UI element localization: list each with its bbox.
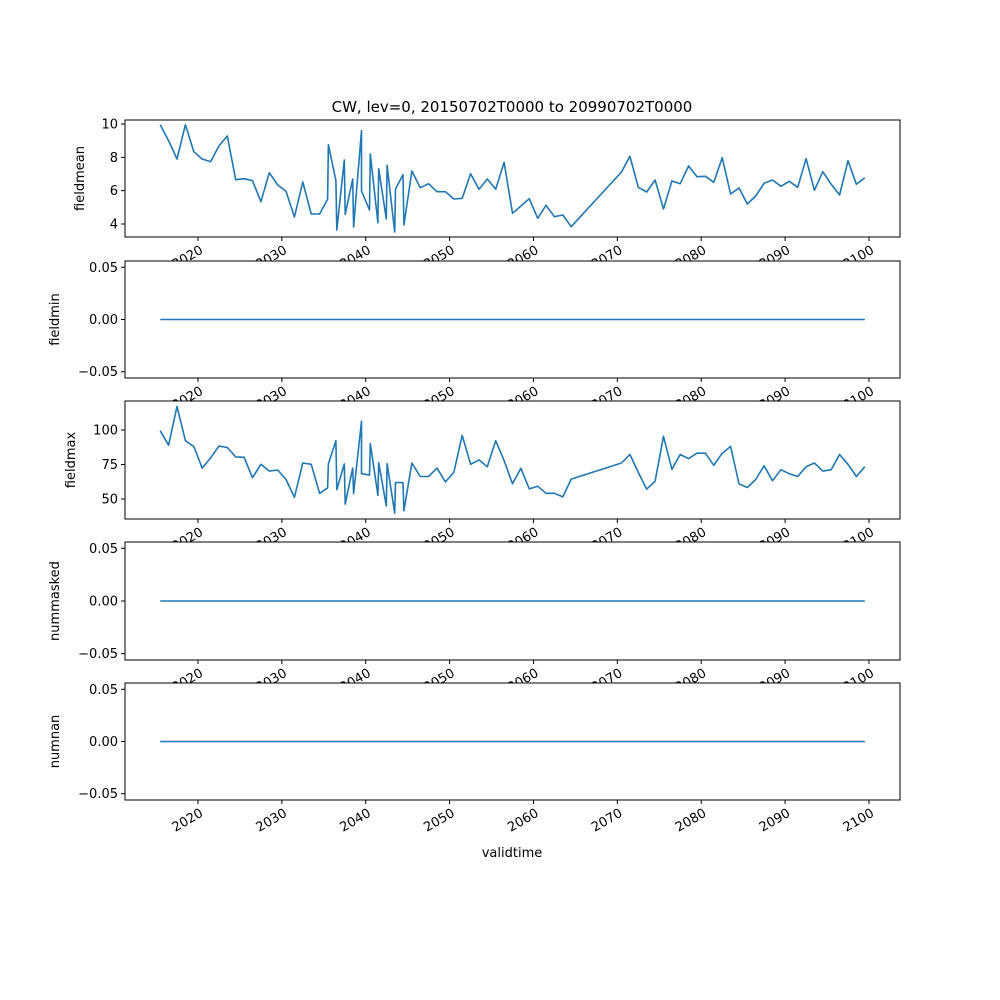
y-tick-label: 75 [101, 458, 118, 473]
axes-frame [124, 400, 901, 520]
series-line-fieldmax [159, 405, 866, 514]
y-tick-label: 0.00 [89, 313, 118, 328]
y-axis-label: fieldmean [73, 146, 88, 211]
y-tick-label: 4 [110, 218, 118, 233]
series-line-fieldmean [159, 123, 866, 233]
y-tick-label: 0.05 [89, 542, 118, 557]
y-tick-label: 50 [101, 492, 118, 507]
y-tick-label: 8 [110, 151, 118, 166]
y-tick-label: 100 [93, 423, 118, 438]
y-tick-label: 0.05 [89, 683, 118, 698]
x-axis-label: validtime [482, 846, 543, 861]
axes-frame [124, 119, 901, 238]
chart-title: CW, lev=0, 20150702T0000 to 20990702T000… [332, 98, 693, 116]
y-tick-label: 0.05 [89, 261, 118, 276]
y-tick-label: 10 [101, 118, 118, 133]
y-tick-label: 6 [110, 184, 118, 199]
y-tick-label: −0.05 [78, 787, 118, 802]
plot-area [125, 401, 900, 519]
y-tick-label: 0.00 [89, 735, 118, 750]
y-axis-label: fieldmax [64, 432, 79, 489]
y-axis-label: nummasked [48, 561, 63, 641]
y-tick-label: 0.00 [89, 595, 118, 610]
y-tick-label: −0.05 [78, 647, 118, 662]
y-axis-label: fieldmin [48, 293, 63, 346]
y-axis-label: numnan [48, 715, 63, 769]
plot-area [125, 120, 900, 237]
y-tick-label: −0.05 [78, 365, 118, 380]
